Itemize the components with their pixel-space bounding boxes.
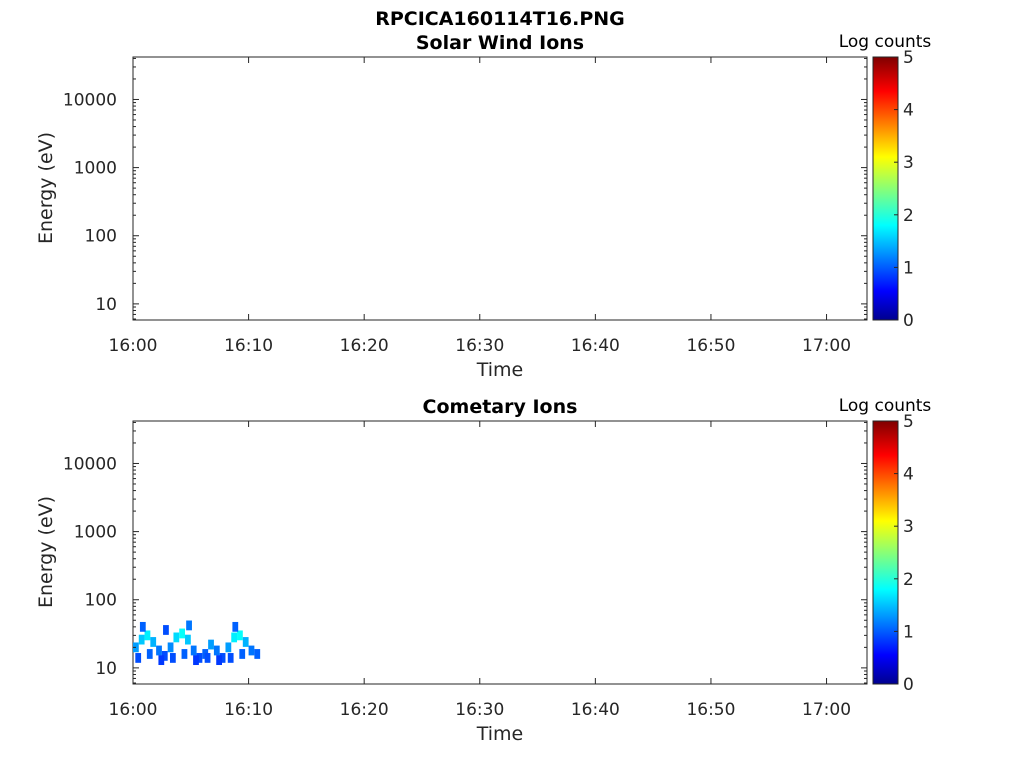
colorbar-gradient xyxy=(872,420,899,685)
heatmap-cell xyxy=(227,653,234,663)
colorbar-tick-label: 1 xyxy=(903,622,914,642)
heatmap-cell xyxy=(135,653,142,663)
colorbar-cometary: 0 1 2 3 4 5 Log counts xyxy=(839,396,932,695)
x-axis-label-cometary: Time xyxy=(476,723,524,745)
heatmap-cell xyxy=(254,649,261,659)
y-tick-label: 10000 xyxy=(63,454,117,474)
x-axis-label-solar-wind: Time xyxy=(476,359,524,381)
x-tick-label: 16:50 xyxy=(686,700,735,720)
colorbar-tick-label: 1 xyxy=(903,258,914,278)
y-tick-label: 10 xyxy=(95,659,117,679)
heatmap-cell xyxy=(158,655,165,666)
y-tick-label: 100 xyxy=(85,591,117,611)
heatmap-cell xyxy=(190,645,197,656)
heatmap-cell xyxy=(237,630,243,641)
x-tick-label: 16:40 xyxy=(571,336,620,356)
x-axis-solar-wind: 16:00 16:10 16:20 16:30 16:40 16:50 17:00 xyxy=(109,57,851,356)
x-tick-label: 16:20 xyxy=(340,700,389,720)
y-axis-label-cometary: Energy (eV) xyxy=(35,496,57,608)
colorbar-tick-label: 2 xyxy=(903,570,914,590)
colorbar-tick-label: 3 xyxy=(903,517,914,537)
heatmap-cell xyxy=(242,637,249,647)
heatmap-cell xyxy=(208,639,214,650)
y-tick-label: 1000 xyxy=(74,523,117,543)
y-tick-label: 100 xyxy=(85,227,117,247)
x-tick-label: 16:00 xyxy=(109,700,158,720)
figure-title: RPCICA160114T16.PNG xyxy=(375,8,625,30)
colorbar-tick-label: 0 xyxy=(903,311,914,331)
y-axis-solar-wind: 10 100 1000 10000 xyxy=(63,57,867,320)
heatmap-cell xyxy=(161,650,168,661)
heatmap-cell xyxy=(185,634,191,645)
plot-area-solar-wind xyxy=(132,56,868,321)
heatmap-cometary xyxy=(133,620,261,666)
heatmap-cell xyxy=(204,653,211,663)
heatmap-cell xyxy=(219,653,226,663)
x-tick-label: 16:40 xyxy=(571,700,620,720)
colorbar-tick-label: 2 xyxy=(903,206,914,226)
y-tick-label: 10000 xyxy=(63,90,117,110)
heatmap-cell xyxy=(239,649,246,659)
x-tick-label: 16:30 xyxy=(455,700,504,720)
colorbar-title-solar-wind: Log counts xyxy=(839,32,932,52)
heatmap-cell xyxy=(232,621,239,632)
heatmap-cell xyxy=(216,655,223,666)
heatmap-cell xyxy=(163,625,169,635)
y-tick-label: 10 xyxy=(95,295,117,315)
heatmap-cell xyxy=(144,630,151,641)
colorbar-tick-label: 3 xyxy=(903,153,914,173)
x-tick-label: 16:20 xyxy=(340,336,389,356)
colorbar-title-cometary: Log counts xyxy=(839,396,932,416)
heatmap-cell xyxy=(138,634,145,645)
heatmap-cell xyxy=(248,645,255,656)
heatmap-cell xyxy=(181,649,188,659)
x-tick-label: 17:00 xyxy=(802,700,851,720)
heatmap-cell xyxy=(167,642,174,653)
heatmap-cell xyxy=(179,628,186,639)
heatmap-cell xyxy=(225,642,232,653)
heatmap-cell xyxy=(186,620,192,631)
panel-title-solar-wind: Solar Wind Ions xyxy=(416,32,584,54)
heatmap-cell xyxy=(193,655,199,666)
heatmap-cell xyxy=(150,637,157,647)
x-tick-label: 16:30 xyxy=(455,336,504,356)
y-axis-label-solar-wind: Energy (eV) xyxy=(35,132,57,244)
panel-title-cometary: Cometary Ions xyxy=(423,396,578,418)
colorbar-solar-wind: 0 1 2 3 4 5 Log counts xyxy=(839,32,932,331)
x-tick-label: 17:00 xyxy=(802,336,851,356)
x-tick-label: 16:00 xyxy=(109,336,158,356)
heatmap-cell xyxy=(139,621,146,632)
colorbar-tick-label: 4 xyxy=(903,101,914,121)
colorbar-gradient xyxy=(872,56,899,321)
heatmap-cell xyxy=(156,645,162,656)
y-axis-cometary: 10 100 1000 10000 xyxy=(63,421,867,684)
heatmap-cell xyxy=(213,645,220,656)
y-tick-label: 1000 xyxy=(74,159,117,179)
heatmap-cell xyxy=(173,632,180,643)
colorbar-tick-label: 5 xyxy=(903,48,914,68)
heatmap-cell xyxy=(231,632,238,643)
heatmap-cell xyxy=(169,653,176,663)
heatmap-cell xyxy=(146,649,153,659)
x-tick-label: 16:10 xyxy=(224,336,273,356)
colorbar-tick-label: 4 xyxy=(903,465,914,485)
heatmap-cell xyxy=(196,653,203,663)
x-axis-cometary: 16:00 16:10 16:20 16:30 16:40 16:50 17:00 xyxy=(109,421,851,720)
colorbar-tick-label: 0 xyxy=(903,675,914,695)
colorbar-tick-label: 5 xyxy=(903,412,914,432)
x-tick-label: 16:10 xyxy=(224,700,273,720)
x-tick-label: 16:50 xyxy=(686,336,735,356)
